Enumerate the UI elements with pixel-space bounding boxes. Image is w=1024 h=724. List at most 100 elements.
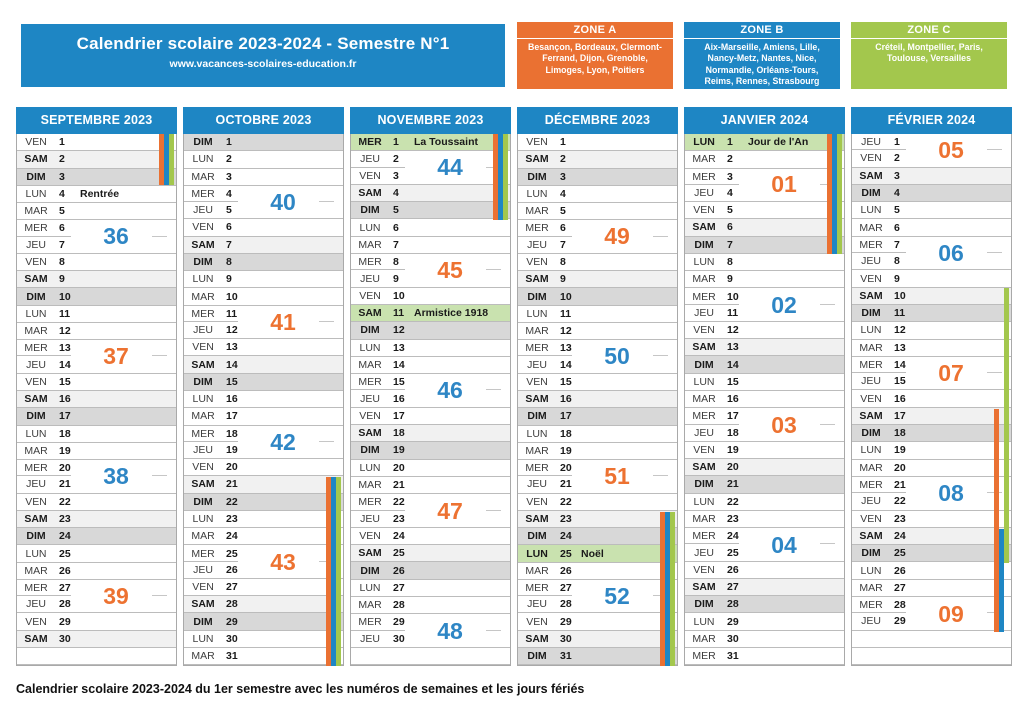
day-number: 6	[727, 221, 733, 234]
day-row: MER 1 La Toussaint	[351, 134, 510, 152]
month-grid: VEN 1 SAM 2 DIM 3 LUN 4 Rentrée MAR 5 MER 6 JEU 7 VEN 8 S…	[16, 134, 177, 666]
day-row: DIM 10	[518, 288, 677, 306]
day-row: LUN 25	[17, 545, 176, 563]
day-name: MER	[692, 170, 716, 183]
day-name: VEN	[192, 221, 214, 234]
day-number: 17	[560, 410, 572, 423]
day-row: DIM 26	[351, 562, 510, 580]
day-name: SAM	[358, 427, 382, 440]
day-row: DIM 19	[351, 442, 510, 460]
day-number: 25	[393, 547, 405, 560]
day-name: VEN	[192, 581, 214, 594]
day-number: 17	[894, 409, 906, 422]
day-number: 9	[894, 272, 900, 285]
day-name: DIM	[26, 170, 46, 183]
day-number: 9	[560, 273, 566, 286]
day-number: 8	[727, 255, 733, 268]
day-row: SAM 16	[17, 390, 176, 409]
day-name: JEU	[861, 495, 881, 508]
day-row: LUN 20	[351, 460, 510, 477]
day-row: MER 20	[518, 460, 677, 477]
day-row: DIM 21	[685, 476, 844, 494]
day-name: MAR	[525, 325, 549, 338]
day-row: LUN 30	[184, 631, 343, 648]
day-number: 31	[226, 650, 238, 663]
day-number: 26	[560, 564, 572, 577]
day-row: DIM 17	[518, 408, 677, 426]
day-name: SAM	[859, 169, 883, 182]
day-number: 3	[226, 170, 232, 183]
day-row: MER 7	[852, 237, 1011, 254]
day-name: VEN	[359, 529, 381, 542]
day-row: DIM 29	[184, 613, 343, 631]
day-row: MAR 9	[685, 271, 844, 289]
day-row: MER 4	[184, 186, 343, 203]
day-name: LUN	[25, 307, 47, 320]
holiday-label: Armistice 1918	[414, 307, 489, 320]
day-row: LUN 18	[17, 426, 176, 443]
month-column: DÉCEMBRE 2023 VEN 1 SAM 2 DIM 3 LUN 4 MAR 5 MER 6 JEU…	[517, 107, 678, 666]
day-number: 16	[727, 393, 739, 406]
day-number: 25	[59, 547, 71, 560]
day-number: 14	[226, 358, 238, 371]
day-row: MAR 14	[351, 357, 510, 375]
day-name: VEN	[359, 289, 381, 302]
day-number: 23	[560, 512, 572, 525]
day-row: JEU 19	[184, 442, 343, 460]
month-grid: DIM 1 LUN 2 MAR 3 MER 4 JEU 5 VEN 6 SAM 7 DIM 8 LUN 9 MAR 1…	[183, 134, 344, 666]
day-number: 21	[393, 479, 405, 492]
week-number: 42	[270, 428, 296, 455]
day-number: 24	[59, 530, 71, 543]
day-name: SAM	[358, 187, 382, 200]
day-row: MER 18	[184, 426, 343, 443]
zone-box-c: ZONE C Créteil, Montpellier, Paris, Toul…	[851, 22, 1007, 89]
day-number: 12	[894, 324, 906, 337]
day-number: 12	[393, 324, 405, 337]
day-number: 4	[560, 187, 566, 200]
month-header: NOVEMBRE 2023	[350, 107, 511, 134]
holiday-stripe-zone-b	[832, 134, 837, 255]
week-number: 51	[604, 463, 630, 490]
day-row: SAM 11 Armistice 1918	[351, 304, 510, 323]
day-number: 11	[560, 307, 572, 320]
day-number: 22	[393, 496, 405, 509]
day-name: MAR	[191, 410, 215, 423]
day-row: MER 6	[17, 220, 176, 237]
footer-caption: Calendrier scolaire 2023-2024 du 1er sem…	[16, 682, 585, 696]
zone-b-title: ZONE B	[684, 22, 840, 39]
day-number: 11	[894, 307, 906, 320]
day-row: SAM 9	[518, 271, 677, 289]
month-grid: LUN 1 Jour de l'An MAR 2 MER 3 JEU 4 VEN 5 SAM 6 DIM 7…	[684, 134, 845, 666]
day-name: LUN	[192, 632, 214, 645]
day-name: VEN	[693, 563, 715, 576]
day-number: 19	[59, 444, 71, 457]
day-number: 16	[894, 392, 906, 405]
day-row: MAR 24	[184, 528, 343, 546]
day-row: SAM 28	[184, 596, 343, 614]
day-row: MER 22	[351, 494, 510, 511]
day-row: JEU 16	[351, 390, 510, 408]
day-number: 21	[894, 479, 906, 492]
day-row: MER 29	[351, 614, 510, 631]
day-row: SAM 25	[351, 545, 510, 563]
day-number: 21	[59, 478, 71, 491]
holiday-stripe-zone-b	[331, 477, 336, 666]
day-name: MAR	[24, 444, 48, 457]
day-number: 27	[393, 581, 405, 594]
day-name: LUN	[25, 187, 47, 200]
day-number: 12	[727, 324, 739, 337]
day-row: DIM 4	[852, 184, 1011, 203]
day-name: JEU	[861, 136, 881, 149]
day-number: 25	[727, 546, 739, 559]
day-row: DIM 24	[17, 528, 176, 546]
day-number: 13	[727, 341, 739, 354]
day-number: 31	[727, 650, 739, 663]
holiday-stripe-zone-c	[336, 477, 341, 666]
day-name: DIM	[527, 530, 547, 543]
day-number: 4	[393, 187, 399, 200]
day-row: JEU 12	[184, 322, 343, 340]
website-url: www.vacances-scolaires-education.fr	[169, 58, 357, 70]
day-name: MER	[191, 307, 215, 320]
day-name: MAR	[859, 221, 883, 234]
day-row: SAM 2	[518, 151, 677, 169]
